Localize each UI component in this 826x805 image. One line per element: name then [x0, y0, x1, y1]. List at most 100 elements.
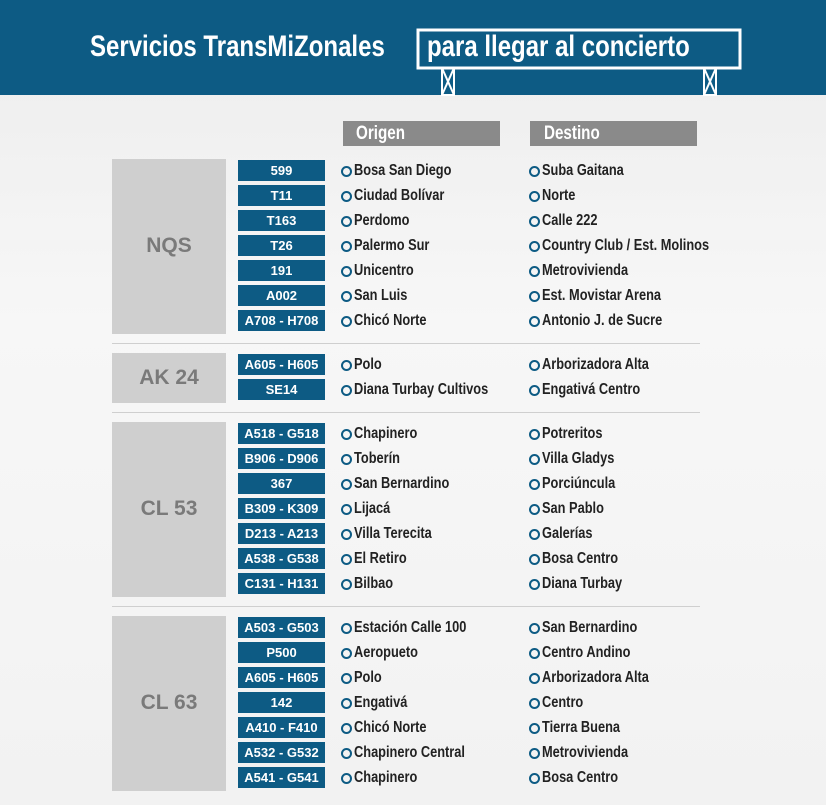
- route-box: [238, 310, 325, 331]
- bullet: [529, 429, 540, 440]
- bullet: [341, 554, 352, 565]
- bullet: [529, 698, 540, 709]
- bullet: [341, 623, 352, 634]
- route-box: [238, 448, 325, 469]
- origin: Villa Terecita: [354, 525, 432, 542]
- bullet: [341, 529, 352, 540]
- bullet: [341, 429, 352, 440]
- header-decor: [416, 28, 742, 96]
- route-code: 191: [270, 263, 293, 278]
- bullet: [341, 166, 352, 177]
- destination: Metrovivienda: [542, 744, 629, 761]
- origin: Diana Turbay Cultivos: [354, 381, 489, 398]
- origin: San Bernardino: [354, 475, 450, 492]
- route-code: 142: [270, 695, 293, 710]
- destination: San Pablo: [542, 500, 604, 517]
- title-highlight: para llegar al concierto: [427, 30, 690, 63]
- route-code: A410 - F410: [245, 720, 318, 735]
- route-box: [238, 185, 325, 206]
- bullet: [341, 291, 352, 302]
- route-code: B309 - K309: [244, 501, 319, 516]
- destination-header: Destino: [544, 123, 600, 144]
- route-box: [238, 423, 325, 444]
- route-box: [238, 617, 325, 638]
- bullet: [529, 385, 540, 396]
- destination: Galerías: [542, 525, 593, 542]
- route-code: A503 - G503: [244, 620, 319, 635]
- route-box: [238, 473, 325, 494]
- origin-header: Origen: [356, 123, 405, 144]
- route-code: A541 - G541: [244, 770, 319, 785]
- bullet: [529, 773, 540, 784]
- route-box: [238, 379, 325, 400]
- corridor-box: [112, 353, 226, 403]
- origin: Bilbao: [354, 575, 394, 592]
- origin: Chapinero: [354, 769, 418, 786]
- bullet: [529, 504, 540, 515]
- route-box: [238, 523, 325, 544]
- separator: [112, 343, 700, 344]
- route-box: [238, 717, 325, 738]
- origin: Lijacá: [354, 500, 391, 517]
- destination: Villa Gladys: [542, 450, 615, 467]
- origin: Chapinero: [354, 425, 418, 442]
- route-code: B906 - D906: [244, 451, 319, 466]
- corridor-label: AK 24: [139, 365, 199, 389]
- bullet: [341, 454, 352, 465]
- corridor-label: CL 53: [140, 497, 198, 520]
- route-box: [238, 498, 325, 519]
- destination: Tierra Buena: [542, 719, 621, 736]
- origin: Polo: [354, 356, 382, 373]
- bullet: [341, 191, 352, 202]
- route-code: T163: [266, 213, 297, 228]
- destination: Antonio J. de Sucre: [542, 312, 663, 329]
- bullet: [529, 479, 540, 490]
- route-box: [238, 354, 325, 375]
- destination: Bosa Centro: [542, 550, 619, 567]
- route-box: [238, 573, 325, 594]
- destination: Potreritos: [542, 425, 603, 442]
- corridor-box: [112, 159, 226, 334]
- route-box: [238, 210, 325, 231]
- route-box: [238, 160, 325, 181]
- origin: Bosa San Diego: [354, 162, 452, 179]
- separator: [112, 606, 700, 607]
- origin: Palermo Sur: [354, 237, 430, 254]
- bullet: [341, 266, 352, 277]
- route-code: A605 - H605: [244, 670, 319, 685]
- bullet: [529, 723, 540, 734]
- destination: Arborizadora Alta: [542, 669, 649, 686]
- bullet: [529, 360, 540, 371]
- route-code: A708 - H708: [244, 313, 319, 328]
- bullet: [341, 360, 352, 371]
- destination: Arborizadora Alta: [542, 356, 649, 373]
- route-box: [238, 235, 325, 256]
- destination: Suba Gaitana: [542, 162, 624, 179]
- route-code: C131 - H131: [244, 576, 319, 591]
- bullet: [341, 579, 352, 590]
- destination: Centro Andino: [542, 644, 631, 661]
- bullet: [529, 748, 540, 759]
- bullet: [341, 216, 352, 227]
- destination-header-bg: [530, 121, 697, 146]
- destination: San Bernardino: [542, 619, 638, 636]
- bullet: [529, 454, 540, 465]
- bullet: [341, 673, 352, 684]
- route-code: A538 - G538: [244, 551, 319, 566]
- origin: Polo: [354, 669, 382, 686]
- origin: Toberín: [354, 450, 400, 467]
- destination: Norte: [542, 187, 576, 204]
- origin: El Retiro: [354, 550, 407, 567]
- destination: Metrovivienda: [542, 262, 629, 279]
- route-code: A518 - G518: [244, 426, 319, 441]
- bullet: [529, 166, 540, 177]
- route-code: P500: [266, 645, 297, 660]
- destination: Engativá Centro: [542, 381, 641, 398]
- bullet: [529, 266, 540, 277]
- origin: Chapinero Central: [354, 744, 465, 761]
- route-code: T11: [270, 188, 293, 203]
- destination: Centro: [542, 694, 584, 711]
- destination: Bosa Centro: [542, 769, 619, 786]
- origin: Aeropueto: [354, 644, 418, 661]
